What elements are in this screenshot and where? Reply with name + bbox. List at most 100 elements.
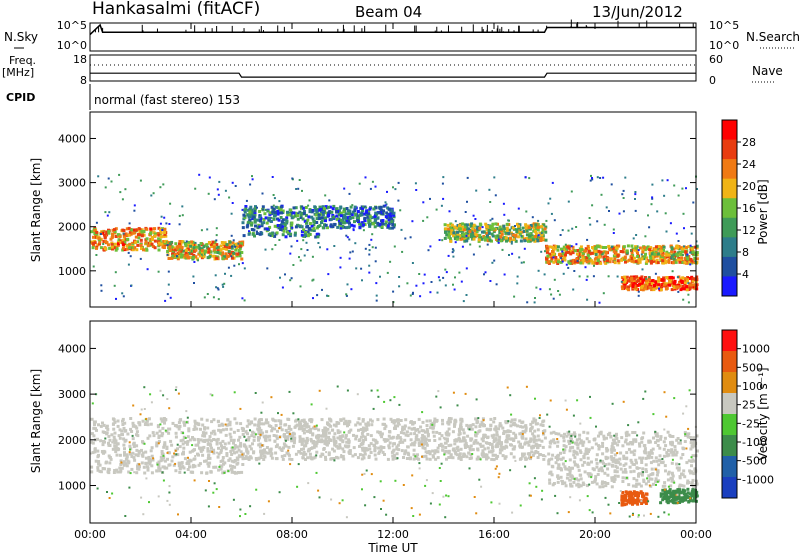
- power-cell: [564, 253, 567, 257]
- power-cell: [192, 246, 196, 250]
- velocity-cell: [161, 426, 165, 430]
- power-cell: [429, 291, 432, 294]
- velocity-cell: [465, 455, 469, 459]
- velocity-cell: [501, 454, 505, 458]
- velocity-cell: [354, 437, 358, 441]
- power-cell: [549, 259, 553, 263]
- velocity-cell: [651, 482, 655, 486]
- power-cell: [641, 280, 645, 284]
- power-cell: [589, 179, 592, 182]
- velocity-cell: [412, 426, 416, 430]
- power-cell: [297, 187, 300, 190]
- velocity-cell: [270, 456, 274, 460]
- power-cell: [470, 222, 474, 226]
- velocity-cell: [673, 453, 677, 457]
- velocity-cell: [523, 430, 527, 434]
- power-cell: [468, 230, 472, 234]
- power-cell: [687, 282, 690, 285]
- velocity-cell: [366, 421, 370, 425]
- power-cell: [287, 212, 291, 216]
- power-cell: [175, 255, 178, 258]
- power-cell: [618, 212, 621, 215]
- power-cell: [107, 230, 111, 233]
- velocity-cell: [274, 424, 278, 427]
- power-cell: [121, 248, 125, 252]
- velocity-cell: [621, 470, 625, 474]
- velocity-cell: [151, 431, 155, 435]
- velocity-cell: [597, 444, 600, 448]
- velocity-cell: [207, 454, 211, 458]
- velocity-cell: [572, 431, 576, 435]
- velocity-cell: [192, 464, 196, 468]
- velocity-cell: [548, 478, 552, 482]
- velocity-cell: [192, 457, 196, 461]
- power-cell: [444, 268, 447, 271]
- velocity-cell: [240, 470, 244, 474]
- velocity-cell: [274, 445, 278, 449]
- power-cell: [118, 173, 121, 176]
- power-cell: [140, 228, 144, 232]
- power-cell: [649, 250, 653, 254]
- velocity-cell: [404, 418, 408, 422]
- velocity-cell: [648, 453, 652, 457]
- velocity-cell: [579, 484, 583, 488]
- velocity-cell: [690, 459, 694, 463]
- power-cell: [302, 209, 306, 213]
- velocity-cell: [478, 424, 482, 428]
- velocity-cell: [453, 442, 457, 446]
- velocity-cell: [326, 427, 330, 431]
- power-cell: [692, 260, 695, 264]
- power-cell: [549, 197, 552, 200]
- power-cell: [633, 275, 637, 279]
- power-cell: [304, 219, 307, 223]
- power-cell: [537, 234, 540, 237]
- velocity-cell: [417, 444, 421, 447]
- velocity-cell: [336, 436, 340, 440]
- velocity-cell: [159, 455, 163, 459]
- velocity-cell: [539, 423, 543, 427]
- power-cell: [189, 256, 193, 259]
- velocity-cell: [658, 446, 662, 450]
- velocity-cell: [425, 424, 429, 427]
- power-cell: [198, 251, 202, 254]
- velocity-cell: [162, 456, 166, 460]
- velocity-cell: [495, 430, 499, 434]
- velocity-cell: [507, 437, 511, 441]
- velocity-cell: [364, 422, 368, 426]
- velocity-cell: [637, 482, 641, 486]
- power-cell: [539, 288, 542, 291]
- power-cell: [636, 283, 640, 287]
- power-cell: [113, 230, 117, 234]
- power-cell: [552, 252, 556, 256]
- power-cell: [631, 287, 635, 291]
- velocity-cell: [446, 421, 450, 425]
- power-cell: [624, 260, 627, 264]
- power-cell: [222, 243, 226, 246]
- velocity-cell: [559, 434, 563, 438]
- power-cell: [645, 260, 649, 264]
- velocity-cell: [174, 435, 178, 439]
- power-cell: [246, 223, 250, 227]
- velocity-cell: [391, 449, 395, 453]
- power-cell: [306, 249, 309, 251]
- power-cell: [452, 255, 455, 258]
- power-cell: [687, 245, 691, 249]
- power-cell: [250, 212, 254, 216]
- power-cell: [528, 232, 532, 236]
- power-cell: [548, 288, 551, 291]
- power-cell: [651, 183, 654, 186]
- power-cell: [656, 252, 660, 256]
- power-cell: [134, 235, 138, 239]
- power-cell: [662, 276, 666, 280]
- power-cell: [677, 256, 681, 260]
- power-cell: [178, 255, 181, 259]
- power-cell: [658, 287, 660, 290]
- power-cell: [670, 288, 674, 292]
- velocity-cell: [277, 419, 281, 423]
- power-cell: [137, 233, 140, 237]
- velocity-cell: [490, 443, 494, 446]
- power-cell: [681, 276, 685, 280]
- velocity-cell: [178, 418, 182, 422]
- velocity-cell: [471, 448, 475, 452]
- velocity-cell: [500, 448, 504, 452]
